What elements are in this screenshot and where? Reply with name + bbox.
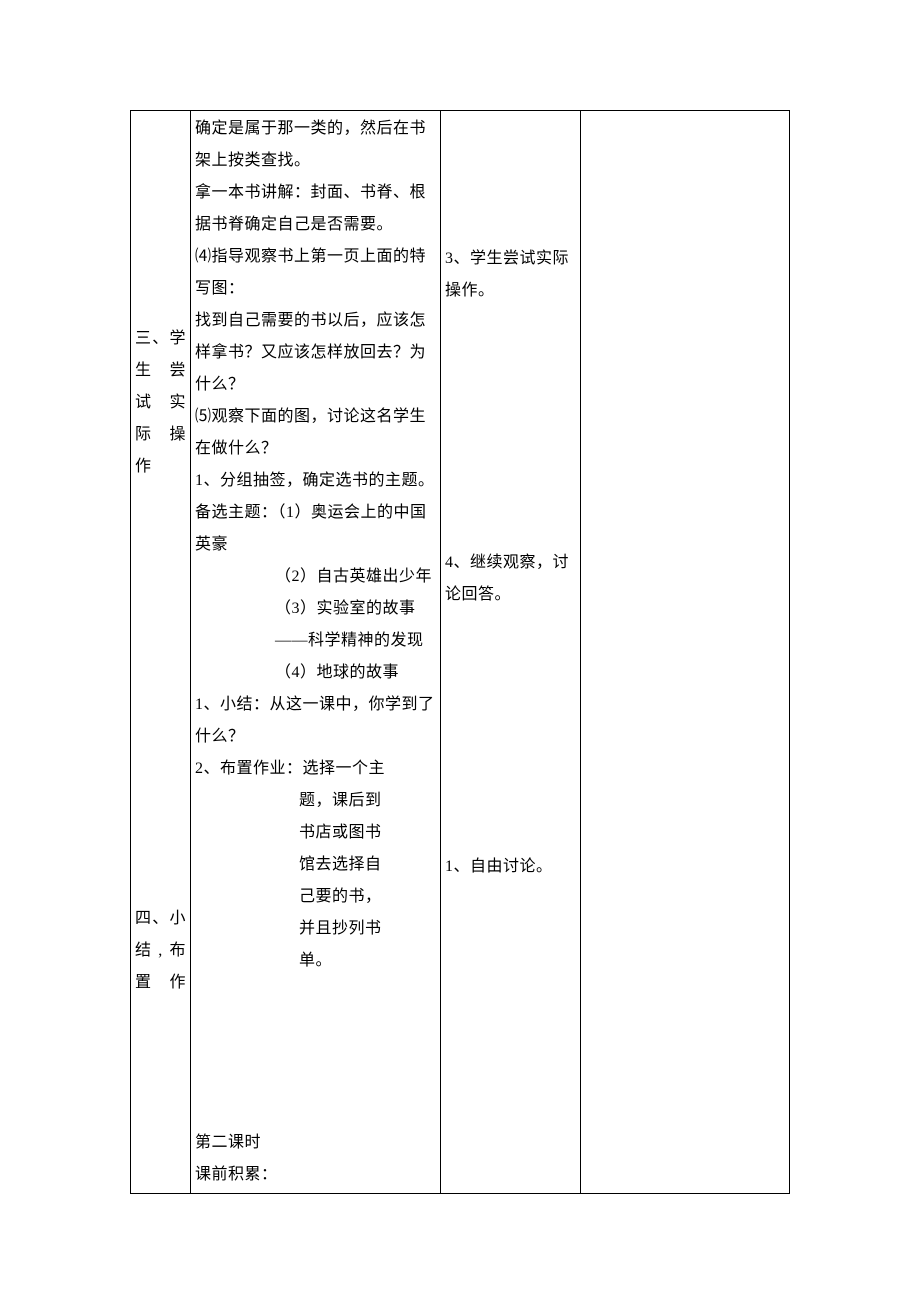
content-paragraph: 拿一本书讲解：封面、书脊、根据书脊确定自己是否需要。 (195, 177, 436, 241)
content-paragraph: ⑸观察下面的图，讨论这名学生在做什么？ (195, 401, 436, 465)
content-paragraph: 1、小结：从这一课中，你学到了什么？ (195, 689, 436, 753)
content-paragraph: 确定是属于那一类的，然后在书架上按类查找。 (195, 113, 436, 177)
label-line: 结,布 (135, 935, 186, 967)
label-line: 作 (135, 451, 186, 483)
student-activity-item: 1、自由讨论。 (445, 611, 576, 883)
student-activity-item: 3、学生尝试实际操作。 (445, 113, 576, 307)
blank-spacer (195, 977, 436, 1127)
topic-option: （4）地球的故事 (195, 657, 436, 689)
assignment-line: 馆去选择自 (195, 849, 436, 881)
label-line: 际操 (135, 419, 186, 451)
student-activity-item: 4、继续观察，讨论回答。 (445, 307, 576, 611)
assignment-line: 题，课后到 (195, 785, 436, 817)
assignment-line: 书店或图书 (195, 817, 436, 849)
assignment-lead: 2、布置作业：选择一个主 (195, 753, 436, 785)
col-section-labels: 三、学 生尝 试实 际操 作 四、小 结,布 置作 (131, 111, 191, 1194)
label-line: 三、学 (135, 323, 186, 355)
section-4-label: 四、小 结,布 置作 (135, 483, 186, 999)
section-3-label: 三、学 生尝 试实 际操 作 (135, 113, 186, 483)
col-notes (581, 111, 790, 1194)
topic-option: （3）实验室的故事——科学精神的发现 (195, 593, 436, 657)
assignment-line: 单。 (195, 945, 436, 977)
lesson-plan-table: 三、学 生尝 试实 际操 作 四、小 结,布 置作 确定是属于那一类 (130, 110, 790, 1194)
page: 三、学 生尝 试实 际操 作 四、小 结,布 置作 确定是属于那一类 (0, 0, 920, 1254)
assignment-line: 己要的书， (195, 881, 436, 913)
col-teacher-activity: 确定是属于那一类的，然后在书架上按类查找。 拿一本书讲解：封面、书脊、根据书脊确… (191, 111, 441, 1194)
label-line: 四、小 (135, 903, 186, 935)
content-paragraph: ⑷指导观察书上第一页上面的特写图： (195, 241, 436, 305)
topic-lead: 备选主题：（1）奥运会上的中国英豪 (195, 497, 436, 561)
topic-option: （2）自古英雄出少年 (195, 561, 436, 593)
col-student-activity: 3、学生尝试实际操作。 4、继续观察，讨论回答。 1、自由讨论。 (441, 111, 581, 1194)
assignment-line: 并且抄列书 (195, 913, 436, 945)
content-paragraph: 1、分组抽签，确定选书的主题。 (195, 465, 436, 497)
content-paragraph: 找到自己需要的书以后，应该怎样拿书？又应该怎样放回去？为什么？ (195, 305, 436, 401)
label-line: 置作 (135, 967, 186, 999)
label-line: 试实 (135, 387, 186, 419)
accumulation-heading: 课前积累： (195, 1159, 436, 1191)
table-row: 三、学 生尝 试实 际操 作 四、小 结,布 置作 确定是属于那一类 (131, 111, 790, 1194)
lesson-heading: 第二课时 (195, 1127, 436, 1159)
label-line: 生尝 (135, 355, 186, 387)
